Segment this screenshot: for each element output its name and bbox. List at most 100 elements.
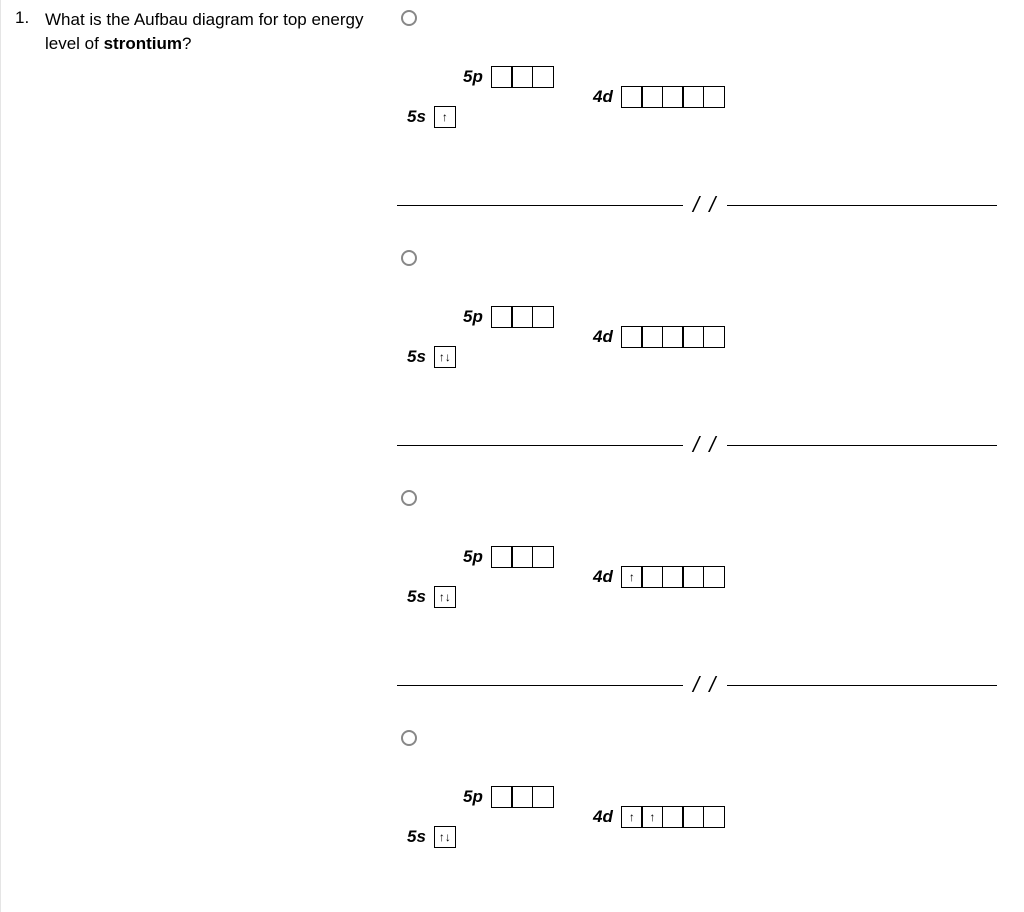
aufbau-diagram: 5p 4d 5s ↑ [397, 34, 1024, 164]
divider-line [397, 205, 683, 206]
answer-list: 5p4d5s↑/ /5p4d5s↑↓/ /5p4d↑5s↑↓/ /5p4d↑↑5… [385, 0, 1024, 912]
question-text-part1: What is the Aufbau diagram for top energ… [45, 10, 363, 53]
orbital-label: 4d [593, 567, 613, 587]
orbital-5s: 5s ↑ [407, 106, 456, 128]
orbital-boxes [491, 66, 554, 88]
orbital-boxes: ↑↓ [434, 586, 456, 608]
aufbau-diagram: 5p 4d 5s ↑↓ [397, 274, 1024, 404]
electron-box [703, 566, 725, 588]
electron-box [703, 86, 725, 108]
electron-box [641, 86, 663, 108]
question-container: 1. What is the Aufbau diagram for top en… [0, 0, 1024, 912]
option-divider: / / [385, 404, 1024, 486]
orbital-4d: 4d [593, 86, 725, 108]
orbital-boxes: ↑ [434, 106, 456, 128]
question-bold: strontium [104, 34, 182, 53]
orbital-5p: 5p [463, 66, 554, 88]
electron-box: ↑ [434, 106, 456, 128]
aufbau-diagram: 5p 4d ↑ 5s ↑↓ [397, 514, 1024, 644]
radio-button[interactable] [401, 490, 417, 506]
electron-box [641, 326, 663, 348]
electron-box [532, 306, 554, 328]
divider-slashes: / / [683, 432, 727, 458]
orbital-label: 5s [407, 587, 426, 607]
question-number: 1. [1, 0, 45, 912]
orbital-boxes [491, 306, 554, 328]
electron-box [491, 306, 513, 328]
electron-box [491, 66, 513, 88]
question-text: What is the Aufbau diagram for top energ… [45, 0, 385, 912]
electron-box: ↑ [621, 806, 643, 828]
orbital-boxes: ↑↑ [621, 806, 725, 828]
electron-box [621, 86, 643, 108]
orbital-label: 4d [593, 807, 613, 827]
electron-box [641, 566, 663, 588]
divider-line [727, 205, 997, 206]
electron-box [621, 326, 643, 348]
electron-box: ↑↓ [434, 586, 456, 608]
electron-box [511, 66, 533, 88]
electron-box [682, 566, 704, 588]
electron-box [491, 786, 513, 808]
orbital-label: 5s [407, 347, 426, 367]
electron-box [682, 86, 704, 108]
orbital-boxes: ↑ [621, 566, 725, 588]
electron-box [703, 326, 725, 348]
radio-button[interactable] [401, 10, 417, 26]
electron-box [532, 546, 554, 568]
electron-box [532, 66, 554, 88]
electron-box [511, 786, 533, 808]
orbital-label: 5p [463, 67, 483, 87]
electron-box [682, 326, 704, 348]
radio-button[interactable] [401, 250, 417, 266]
orbital-5p: 5p [463, 546, 554, 568]
answer-option[interactable]: 5p 4d 5s ↑↓ [385, 250, 1024, 404]
orbital-5s: 5s ↑↓ [407, 586, 456, 608]
orbital-label: 4d [593, 327, 613, 347]
electron-box [662, 326, 684, 348]
divider-line [397, 445, 683, 446]
option-divider: / / [385, 644, 1024, 726]
orbital-boxes: ↑↓ [434, 346, 456, 368]
orbital-boxes [621, 326, 725, 348]
electron-box [682, 806, 704, 828]
orbital-boxes [621, 86, 725, 108]
electron-box: ↑↓ [434, 826, 456, 848]
option-divider: / / [385, 164, 1024, 246]
electron-box: ↑ [621, 566, 643, 588]
question-text-part2: ? [182, 34, 191, 53]
orbital-5s: 5s ↑↓ [407, 826, 456, 848]
orbital-5s: 5s ↑↓ [407, 346, 456, 368]
electron-box [662, 806, 684, 828]
orbital-5p: 5p [463, 786, 554, 808]
orbital-label: 5p [463, 307, 483, 327]
orbital-boxes: ↑↓ [434, 826, 456, 848]
divider-slashes: / / [683, 192, 727, 218]
orbital-label: 5s [407, 107, 426, 127]
divider-line [727, 445, 997, 446]
divider-line [727, 685, 997, 686]
electron-box [703, 806, 725, 828]
aufbau-diagram: 5p 4d ↑↑ 5s ↑↓ [397, 754, 1024, 884]
orbital-boxes [491, 786, 554, 808]
orbital-label: 5p [463, 547, 483, 567]
divider-slashes: / / [683, 672, 727, 698]
orbital-4d: 4d ↑↑ [593, 806, 725, 828]
divider-line [397, 685, 683, 686]
electron-box [532, 786, 554, 808]
electron-box [511, 546, 533, 568]
orbital-label: 4d [593, 87, 613, 107]
orbital-5p: 5p [463, 306, 554, 328]
answer-option[interactable]: 5p 4d ↑↑ 5s ↑↓ [385, 730, 1024, 884]
orbital-boxes [491, 546, 554, 568]
orbital-label: 5s [407, 827, 426, 847]
electron-box: ↑↓ [434, 346, 456, 368]
radio-button[interactable] [401, 730, 417, 746]
electron-box: ↑ [641, 806, 663, 828]
answer-option[interactable]: 5p 4d ↑ 5s ↑↓ [385, 490, 1024, 644]
electron-box [662, 86, 684, 108]
orbital-label: 5p [463, 787, 483, 807]
electron-box [662, 566, 684, 588]
answer-option[interactable]: 5p 4d 5s ↑ [385, 10, 1024, 164]
electron-box [491, 546, 513, 568]
